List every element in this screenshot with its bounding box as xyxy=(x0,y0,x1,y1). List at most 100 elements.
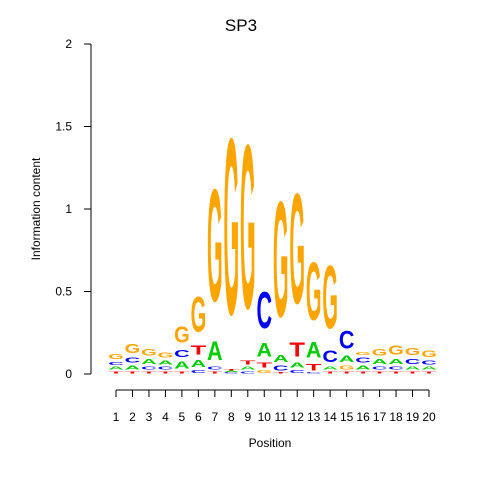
logo-letter-a: A xyxy=(141,358,157,366)
x-tick-label: 15 xyxy=(340,410,354,424)
logo-letter-g: G xyxy=(191,287,207,343)
logo-letter-g: G xyxy=(355,351,371,356)
x-tick-label: 2 xyxy=(129,410,136,424)
logo-letter-a: A xyxy=(421,366,437,371)
logo-letter-c: C xyxy=(256,282,272,339)
logo-letter-c: C xyxy=(191,369,207,374)
y-tick-label: 0.5 xyxy=(55,285,72,299)
logo-letter-g: G xyxy=(421,350,437,360)
logo-letter-g: G xyxy=(322,246,338,347)
x-tick-label: 14 xyxy=(323,410,337,424)
x-tick-label: 20 xyxy=(422,410,436,424)
x-tick-label: 7 xyxy=(211,410,218,424)
x-tick-label: 8 xyxy=(228,410,235,424)
logo-letter-t: T xyxy=(421,371,437,374)
logo-letter-t: T xyxy=(108,371,124,374)
logo-letter-t: T xyxy=(355,371,371,374)
logo-letter-g: G xyxy=(273,167,289,351)
logo-letter-t: T xyxy=(240,359,257,366)
logo-letter-g: G xyxy=(207,156,223,336)
logo-letter-g: G xyxy=(289,160,305,337)
logo-letter-c: C xyxy=(240,371,256,374)
logo-letter-a: A xyxy=(158,360,174,366)
x-tick-label: 13 xyxy=(307,410,321,424)
logo-letter-c: C xyxy=(141,366,157,371)
logo-letter-c: C xyxy=(339,326,355,354)
logo-letter-c: C xyxy=(207,366,223,371)
x-tick-label: 18 xyxy=(389,410,403,424)
logo-letter-t: T xyxy=(125,371,141,374)
x-tick-label: 6 xyxy=(195,410,202,424)
logo-letter-c: C xyxy=(158,366,174,371)
y-axis-ticks: 0 0.5 1 1.5 2 xyxy=(55,37,91,381)
x-tick-label: 17 xyxy=(373,410,387,424)
logo-letter-g: G xyxy=(388,343,404,358)
logo-letter-c: C xyxy=(405,358,421,366)
x-tick-label: 19 xyxy=(406,410,420,424)
x-tick-label: 10 xyxy=(258,410,272,424)
logo-letter-t: T xyxy=(224,369,240,371)
logo-letter-c: C xyxy=(289,369,305,374)
logo-letter-c: C xyxy=(372,366,388,371)
logo-letter-g: G xyxy=(405,347,421,358)
logo-letter-c: C xyxy=(355,356,371,364)
logo-letter-c: C xyxy=(125,356,141,364)
logo-letter-g: G xyxy=(174,321,190,348)
x-tick-label: 16 xyxy=(356,410,370,424)
logo-letter-t: T xyxy=(207,371,223,374)
logo-letter-g: G xyxy=(306,245,322,337)
logo-letter-a: A xyxy=(273,353,289,365)
logo-letter-a: A xyxy=(240,366,256,371)
logo-letter-a: A xyxy=(125,365,141,371)
x-axis-label: Position xyxy=(249,436,292,450)
y-tick-label: 0 xyxy=(65,367,72,381)
y-tick-label: 1.5 xyxy=(55,120,72,134)
x-tick-label: 3 xyxy=(146,410,153,424)
logo-letter-t: T xyxy=(158,371,174,374)
y-tick-label: 1 xyxy=(65,202,72,216)
logo-letter-a: A xyxy=(372,358,388,366)
logo-letter-a: A xyxy=(355,365,371,371)
logo-letter-t: T xyxy=(289,338,305,361)
letter-stacks: TACGTACGTCAGTCAGTACGCATGTCAGCATGCATGGTAC… xyxy=(108,85,437,374)
logo-letter-c: C xyxy=(174,348,190,360)
x-tick-label: 11 xyxy=(275,410,288,424)
logo-letter-c: C xyxy=(306,372,322,374)
logo-letter-g: G xyxy=(108,353,124,361)
x-axis: 1 2 3 4 5 6 7 8 9 10 11 12 13 14 15 16 17 18 19 20 xyxy=(113,389,436,424)
logo-letter-t: T xyxy=(256,361,272,369)
logo-letter-c: C xyxy=(224,372,240,374)
logo-letter-a: A xyxy=(339,355,355,365)
logo-letter-t: T xyxy=(141,371,157,374)
logo-letter-c: C xyxy=(388,366,404,371)
logo-letter-a: A xyxy=(207,337,223,367)
y-tick-label: 2 xyxy=(65,37,72,51)
logo-letter-a: A xyxy=(289,361,305,369)
logo-letter-t: T xyxy=(306,363,322,373)
logo-letter-c: C xyxy=(421,360,437,366)
logo-letter-t: T xyxy=(174,371,190,374)
logo-letter-a: A xyxy=(224,371,240,373)
y-axis: 0 0.5 1 1.5 2 xyxy=(55,37,92,381)
x-tick-label: 1 xyxy=(113,410,120,424)
logo-letter-a: A xyxy=(405,366,421,371)
